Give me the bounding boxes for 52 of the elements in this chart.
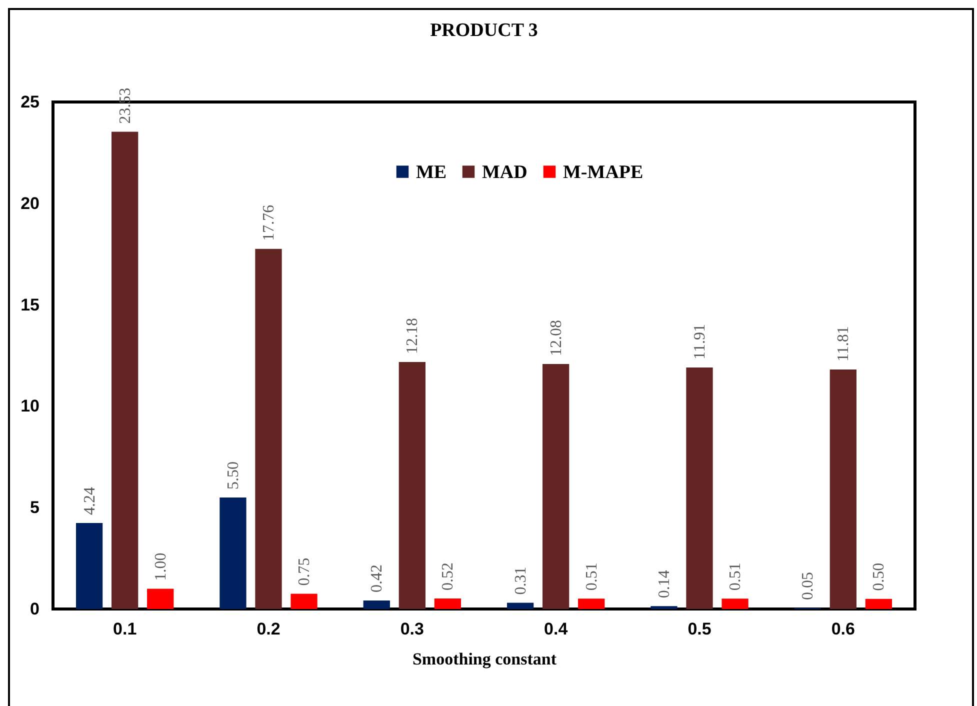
x-tick-label: 0.4 — [544, 620, 568, 638]
x-tick-label: 0.3 — [400, 620, 424, 638]
x-tick-label: 0.2 — [256, 620, 280, 638]
bar — [578, 598, 605, 609]
data-label: 4.24 — [81, 487, 98, 516]
bar — [865, 598, 892, 609]
data-label: 0.31 — [512, 566, 530, 595]
y-tick-label: 0 — [30, 600, 40, 618]
data-label: 23.53 — [116, 88, 134, 124]
chart-title: PRODUCT 3 — [430, 20, 538, 41]
data-label: 17.76 — [260, 204, 278, 241]
x-axis-title: Smoothing constant — [412, 650, 557, 668]
data-label: 5.50 — [224, 461, 242, 490]
bar — [650, 606, 678, 609]
x-tick-label: 0.6 — [831, 620, 855, 638]
data-label: 0.14 — [656, 570, 673, 598]
bar — [220, 497, 246, 609]
bar — [290, 594, 318, 609]
bar — [830, 369, 856, 609]
bar — [434, 598, 462, 609]
data-label: 1.00 — [152, 552, 170, 581]
legend-label: M-MAPE — [563, 162, 644, 183]
data-label: 0.52 — [440, 562, 457, 590]
y-tick-label: 20 — [20, 194, 40, 213]
legend-label: MAD — [482, 162, 528, 183]
x-tick-label: 0.1 — [113, 620, 137, 638]
bar — [147, 588, 174, 609]
bar — [112, 132, 138, 609]
bar — [76, 523, 103, 609]
data-label: 0.50 — [870, 562, 888, 591]
data-label: 0.51 — [583, 562, 600, 591]
bar — [722, 598, 748, 609]
bar — [398, 362, 426, 609]
bar — [542, 364, 570, 609]
legend-label: ME — [416, 162, 447, 183]
data-label: 0.42 — [368, 564, 386, 592]
data-label: 0.05 — [800, 572, 817, 600]
data-label: 0.51 — [727, 562, 744, 591]
y-tick-label: 15 — [20, 295, 40, 314]
data-label: 12.18 — [404, 318, 422, 354]
data-label: 12.08 — [548, 320, 565, 356]
data-label: 11.81 — [835, 326, 852, 362]
data-label: 11.91 — [692, 324, 708, 360]
y-tick-label: 10 — [20, 396, 40, 416]
x-tick-label: 0.5 — [688, 620, 712, 638]
y-tick-label: 25 — [20, 92, 40, 112]
y-tick-label: 5 — [30, 498, 40, 518]
data-label: 0.75 — [296, 558, 314, 586]
bar — [363, 600, 390, 609]
bar — [506, 602, 534, 609]
bar — [255, 248, 282, 609]
bar — [686, 367, 713, 609]
